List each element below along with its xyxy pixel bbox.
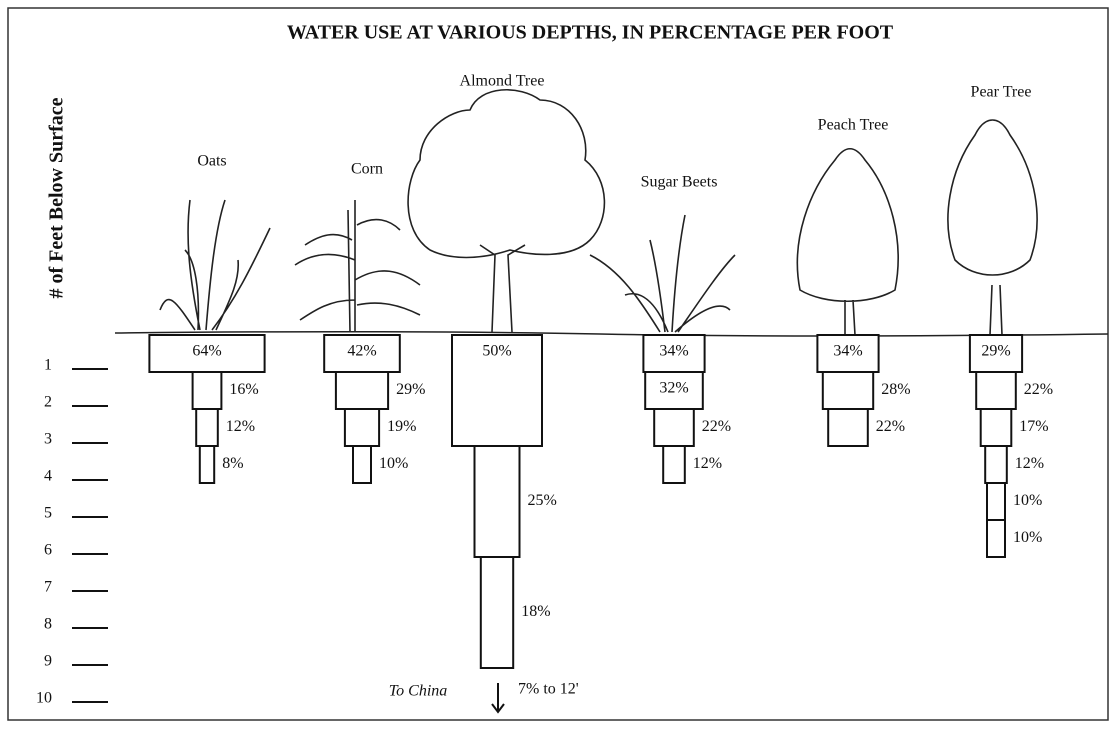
almond-canopy [408,90,604,258]
water-use-box [193,372,222,409]
y-tick-label: 3 [44,431,52,448]
pear-tree-drawing [948,120,1037,335]
plant-name: Oats [197,153,226,170]
value-label: 16% [229,381,258,398]
peach-tree-drawing [797,149,898,335]
value-label: 32% [659,380,688,397]
oats-drawing [160,200,270,330]
water-use-box [828,409,868,446]
y-tick-label: 5 [44,505,52,522]
value-label: 22% [876,418,905,435]
plant-name: Pear Tree [971,84,1032,101]
value-label: 29% [396,381,425,398]
value-label: 12% [226,418,255,435]
y-tick-label: 1 [44,357,52,374]
water-use-box [336,372,388,409]
water-use-box [654,409,694,446]
value-label: 22% [702,418,731,435]
water-use-box [200,446,214,483]
value-label: 64% [192,343,221,360]
plant-name: Almond Tree [460,73,545,90]
water-use-box [987,483,1005,520]
note-right: 7% to 12' [518,681,579,698]
illustrations [160,90,1037,335]
value-label: 50% [482,343,511,360]
water-use-box [663,446,685,483]
y-tick-label: 7 [44,579,52,596]
water-use-box [985,446,1007,483]
water-use-box [353,446,371,483]
value-label: 8% [222,455,243,472]
y-tick-label: 4 [44,468,52,485]
water-use-box [976,372,1016,409]
value-label: 10% [379,455,408,472]
water-use-box [345,409,379,446]
water-use-box [481,557,513,668]
water-use-box [475,446,520,557]
y-tick-label: 8 [44,616,52,633]
value-label: 12% [1015,455,1044,472]
chart: WATER USE AT VARIOUS DEPTHS, IN PERCENTA… [0,0,1118,729]
plant-name: Peach Tree [818,117,889,134]
corn-drawing [295,200,420,332]
water-use-box [981,409,1012,446]
value-label: 18% [521,603,550,620]
y-tick-label: 9 [44,653,52,670]
y-tick-label: 10 [36,690,52,707]
value-label: 17% [1019,418,1048,435]
water-use-box [196,409,218,446]
value-label: 22% [1024,381,1053,398]
value-label: 10% [1013,492,1042,509]
value-label: 28% [881,381,910,398]
value-label: 19% [387,418,416,435]
y-tick-label: 2 [44,394,52,411]
water-use-box [823,372,873,409]
water-use-box [987,520,1005,557]
value-label: 34% [659,343,688,360]
arrow [492,683,504,712]
value-label: 12% [693,455,722,472]
plant-name: Sugar Beets [641,174,718,191]
plant-name: Corn [351,161,383,178]
almond-trunk [480,245,525,332]
sugar-beets-drawing [590,215,735,332]
value-label: 42% [347,343,376,360]
chart-title: WATER USE AT VARIOUS DEPTHS, IN PERCENTA… [287,22,894,44]
y-axis-label: # of Feet Below Surface [46,97,68,298]
value-label: 25% [528,492,557,509]
value-label: 34% [833,343,862,360]
note-left: To China [389,683,448,700]
y-tick-label: 6 [44,542,52,559]
value-label: 10% [1013,529,1042,546]
value-label: 29% [981,343,1010,360]
